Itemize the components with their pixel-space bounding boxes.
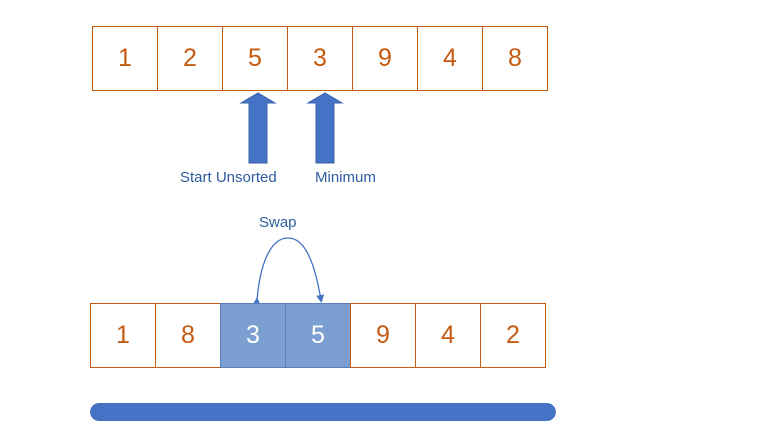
start-unsorted-label: Start Unsorted: [180, 169, 277, 186]
array-cell: 2: [157, 26, 223, 91]
array-cell: 1: [92, 26, 158, 91]
array-cell: 9: [352, 26, 418, 91]
array-cell: 5: [222, 26, 288, 91]
array-cell: 1: [90, 303, 156, 368]
array-cell: 8: [155, 303, 221, 368]
array-cell: 4: [415, 303, 481, 368]
progress-bar-fill: [90, 403, 556, 421]
array-cell: 8: [482, 26, 548, 91]
unsorted-array: 1 2 5 3 9 4 8: [92, 26, 548, 91]
swap-label: Swap: [259, 214, 297, 231]
array-cell: 4: [417, 26, 483, 91]
swapped-cell: 3: [220, 303, 286, 368]
array-cell: 2: [480, 303, 546, 368]
minimum-arrow: [306, 92, 344, 164]
start-unsorted-arrow: [239, 92, 277, 164]
swapped-array: 1 8 3 5 9 4 2: [90, 303, 546, 368]
progress-bar: [90, 403, 556, 421]
array-cell: 3: [287, 26, 353, 91]
swapped-cell: 5: [285, 303, 351, 368]
array-cell: 9: [350, 303, 416, 368]
minimum-label: Minimum: [315, 169, 376, 186]
swap-curve-arrow: [252, 237, 325, 306]
